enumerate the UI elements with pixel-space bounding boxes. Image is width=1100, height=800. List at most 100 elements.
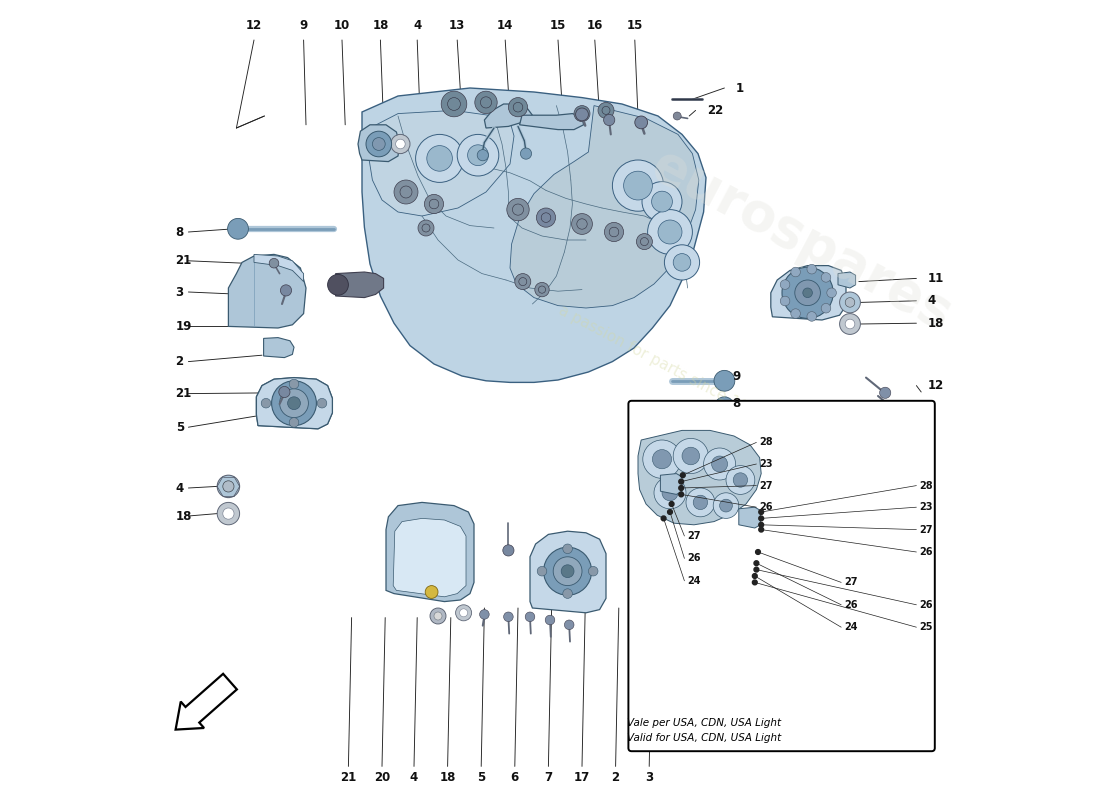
Polygon shape bbox=[256, 378, 332, 429]
Circle shape bbox=[460, 609, 467, 617]
Polygon shape bbox=[264, 338, 294, 358]
Circle shape bbox=[538, 286, 546, 293]
Circle shape bbox=[651, 191, 672, 212]
Circle shape bbox=[682, 447, 700, 465]
Circle shape bbox=[513, 204, 524, 215]
Circle shape bbox=[394, 180, 418, 204]
Circle shape bbox=[537, 208, 556, 227]
Circle shape bbox=[673, 112, 681, 120]
Circle shape bbox=[604, 114, 615, 126]
Circle shape bbox=[892, 406, 903, 417]
Circle shape bbox=[754, 561, 759, 566]
Text: 26: 26 bbox=[845, 600, 858, 610]
Text: 27: 27 bbox=[688, 531, 701, 541]
Circle shape bbox=[752, 580, 757, 585]
Polygon shape bbox=[739, 507, 760, 528]
Text: 9: 9 bbox=[299, 19, 308, 32]
Circle shape bbox=[217, 502, 240, 525]
Text: 3: 3 bbox=[645, 771, 653, 784]
Circle shape bbox=[427, 146, 452, 171]
Circle shape bbox=[519, 278, 527, 286]
Polygon shape bbox=[838, 272, 856, 288]
Circle shape bbox=[662, 485, 678, 501]
Circle shape bbox=[598, 102, 614, 118]
Circle shape bbox=[430, 608, 446, 624]
Polygon shape bbox=[358, 125, 399, 162]
Circle shape bbox=[613, 160, 663, 211]
Circle shape bbox=[681, 473, 685, 478]
Polygon shape bbox=[336, 272, 384, 298]
Text: 18: 18 bbox=[439, 771, 455, 784]
Circle shape bbox=[754, 567, 759, 572]
Text: 2: 2 bbox=[612, 771, 619, 784]
Circle shape bbox=[752, 574, 757, 578]
FancyBboxPatch shape bbox=[628, 401, 935, 751]
Circle shape bbox=[574, 106, 590, 122]
Circle shape bbox=[366, 131, 392, 157]
Text: 28: 28 bbox=[760, 438, 773, 447]
Circle shape bbox=[803, 288, 813, 298]
Polygon shape bbox=[368, 110, 514, 216]
Text: 21: 21 bbox=[176, 387, 191, 400]
Circle shape bbox=[396, 139, 405, 149]
Text: 27: 27 bbox=[845, 578, 858, 587]
Text: 14: 14 bbox=[497, 19, 514, 32]
Circle shape bbox=[434, 612, 442, 620]
Text: 5: 5 bbox=[477, 771, 485, 784]
Text: 25: 25 bbox=[920, 622, 933, 632]
Text: 2: 2 bbox=[176, 355, 184, 368]
Circle shape bbox=[714, 370, 735, 391]
Circle shape bbox=[261, 398, 271, 408]
Circle shape bbox=[756, 550, 760, 554]
Text: 13: 13 bbox=[449, 19, 465, 32]
Circle shape bbox=[759, 522, 763, 527]
Text: 4: 4 bbox=[176, 482, 184, 494]
Text: 4: 4 bbox=[414, 19, 421, 32]
Circle shape bbox=[223, 481, 234, 492]
Circle shape bbox=[515, 274, 531, 290]
Circle shape bbox=[715, 397, 734, 416]
Circle shape bbox=[520, 148, 531, 159]
Circle shape bbox=[468, 145, 488, 166]
Polygon shape bbox=[638, 430, 761, 525]
Circle shape bbox=[780, 296, 790, 306]
Polygon shape bbox=[393, 518, 466, 597]
Text: 21: 21 bbox=[340, 771, 356, 784]
Circle shape bbox=[503, 545, 514, 556]
Circle shape bbox=[508, 98, 528, 117]
Circle shape bbox=[514, 102, 522, 112]
Text: 17: 17 bbox=[574, 771, 590, 784]
Circle shape bbox=[507, 198, 529, 221]
Text: 4: 4 bbox=[410, 771, 418, 784]
Text: 21: 21 bbox=[176, 254, 191, 267]
Circle shape bbox=[458, 134, 498, 176]
Circle shape bbox=[669, 502, 674, 506]
Circle shape bbox=[668, 510, 672, 514]
Text: 24: 24 bbox=[845, 622, 858, 632]
Polygon shape bbox=[362, 88, 706, 382]
FancyArrow shape bbox=[176, 674, 236, 730]
Circle shape bbox=[658, 220, 682, 244]
Polygon shape bbox=[519, 114, 584, 130]
Polygon shape bbox=[254, 254, 304, 282]
Circle shape bbox=[679, 479, 683, 484]
Text: 8: 8 bbox=[733, 397, 740, 410]
Circle shape bbox=[578, 110, 586, 118]
Text: 20: 20 bbox=[374, 771, 390, 784]
Circle shape bbox=[426, 586, 438, 598]
Circle shape bbox=[822, 303, 830, 313]
Circle shape bbox=[759, 527, 763, 532]
Circle shape bbox=[673, 254, 691, 271]
Circle shape bbox=[791, 267, 801, 277]
Circle shape bbox=[575, 108, 589, 121]
Text: 1: 1 bbox=[736, 82, 744, 94]
Circle shape bbox=[223, 508, 234, 519]
Circle shape bbox=[839, 292, 860, 313]
Circle shape bbox=[609, 227, 619, 237]
Circle shape bbox=[782, 267, 833, 318]
Circle shape bbox=[713, 493, 739, 518]
Circle shape bbox=[572, 214, 593, 234]
Circle shape bbox=[807, 312, 816, 322]
Text: 26: 26 bbox=[760, 502, 773, 512]
Text: 10: 10 bbox=[334, 19, 350, 32]
